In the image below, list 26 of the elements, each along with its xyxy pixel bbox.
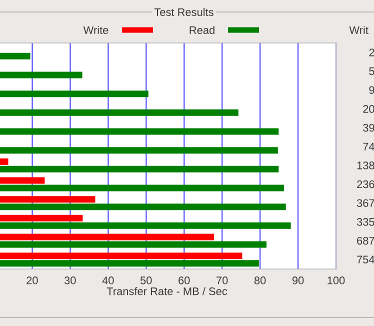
text: 687 [357,236,374,245]
text: 20 [363,105,374,113]
legend-label: Read [190,26,214,34]
text: 367 [356,199,374,207]
x-tick-label: 80 [254,276,266,284]
x-tick-label: 90 [292,276,304,284]
x-tick-label: 70 [216,276,228,284]
x-tick-label: 30 [64,276,76,284]
x-tick-label: 40 [102,276,114,284]
text: 335 [356,218,374,226]
chart-title: Test Results [154,8,214,16]
text: 236 [357,180,374,188]
text: 74 [363,142,374,150]
x-tick-label: 100 [328,276,345,284]
x-tick-label: 50 [140,276,152,284]
text: Writ [349,26,368,34]
x-axis-title: Transfer Rate - MB / Sec [106,287,228,296]
text: 138 [357,162,374,170]
text: 9 [369,86,374,94]
text: 2 [369,48,374,56]
text: 39 [363,124,374,132]
text: 5 [369,67,374,76]
x-tick-label: 60 [178,276,190,284]
x-tick-label: 20 [26,276,38,284]
text: 754 [357,256,374,264]
legend-label: Write [83,26,108,34]
